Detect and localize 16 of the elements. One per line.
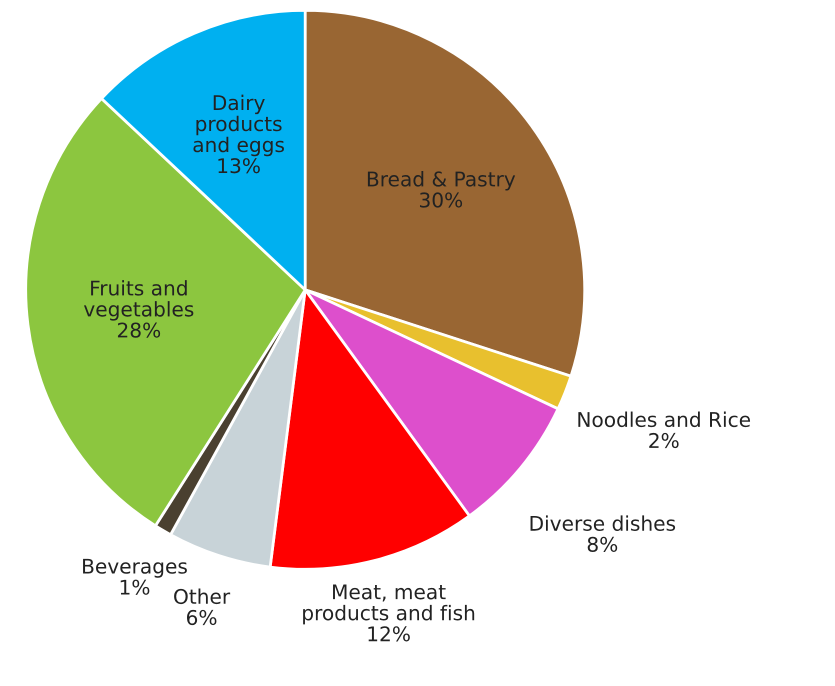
data-label: 2% [649,432,679,448]
slice-label: Beverages [83,558,187,578]
data-label: 28% [118,322,160,338]
slice-label: Noodles and Rice [578,412,750,428]
data-label: 13% [218,158,260,174]
slice-label: Fruits and vegetables [84,280,194,321]
slice-label: Diverse dishes [530,515,676,531]
slice-label: Dairy products and eggs [193,94,284,156]
data-label: 8% [588,536,618,552]
slice-label: Other [174,588,230,604]
data-label: 6% [187,610,216,626]
data-label: 1% [120,580,150,595]
data-label: 30% [420,192,462,208]
slice-label: Meat, meat products and fish [303,584,474,624]
slice-label: Bread & Pastry [368,171,516,191]
data-label: 12% [368,626,410,642]
